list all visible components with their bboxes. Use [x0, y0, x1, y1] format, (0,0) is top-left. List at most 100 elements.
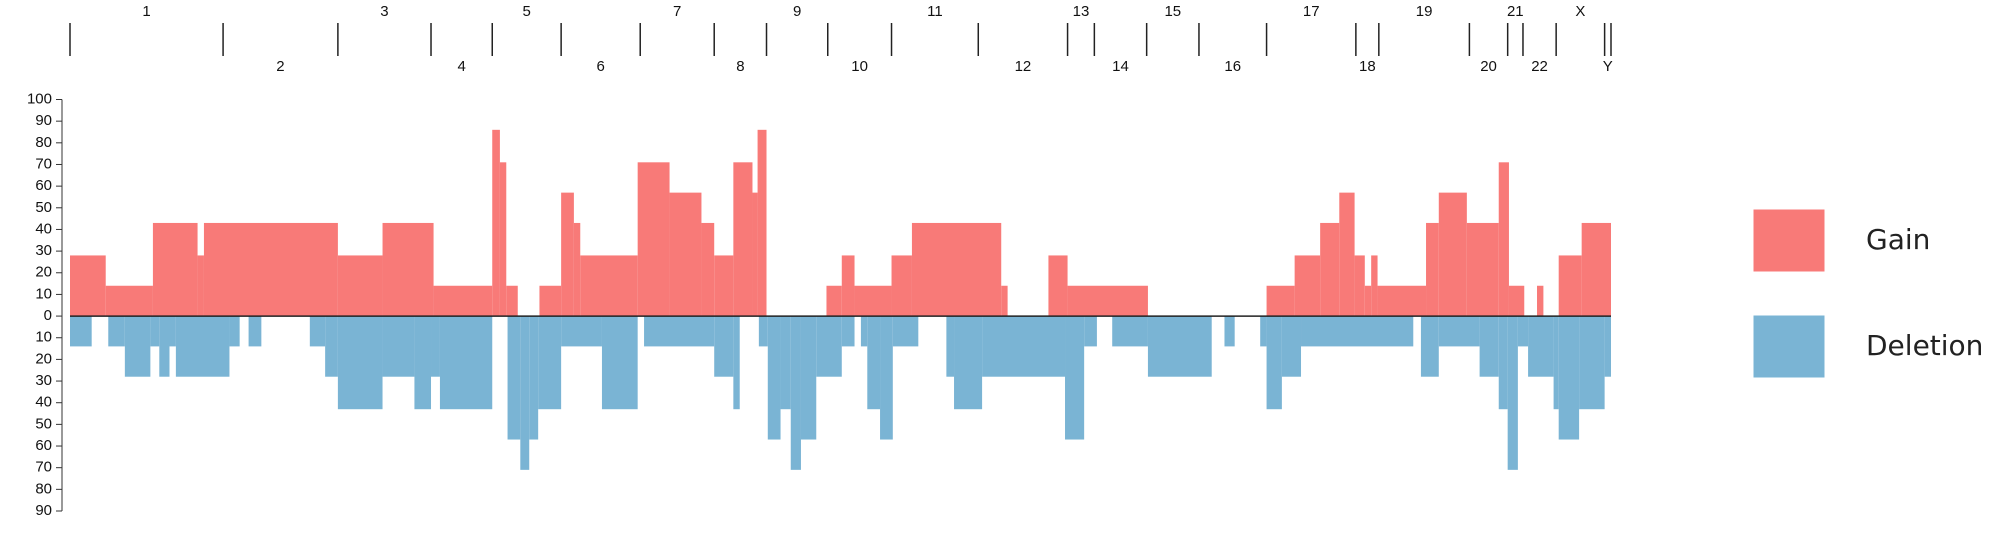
bar-segment	[325, 316, 338, 377]
bar-segment	[637, 162, 670, 317]
chromosome-label: 17	[1303, 3, 1320, 20]
bar-segment	[733, 162, 753, 317]
bar-segment	[1260, 316, 1267, 347]
y-tick-label: 60	[35, 177, 52, 194]
bar-segment	[1581, 222, 1611, 317]
bar-segment	[1301, 316, 1414, 347]
bar-segment	[1498, 316, 1508, 410]
bar-segment	[892, 316, 919, 347]
bar-segment	[124, 316, 151, 377]
bar-segment	[108, 316, 125, 347]
bar-segment	[1528, 316, 1554, 377]
bar-segment	[1281, 316, 1302, 377]
bar-segment	[1517, 316, 1529, 347]
bar-segment	[880, 316, 893, 440]
bar-segment	[337, 316, 383, 410]
chromosome-label: 2	[276, 58, 284, 75]
bar-segment	[561, 316, 602, 347]
bar-segment	[561, 192, 574, 317]
bar-segment	[414, 316, 432, 410]
y-tick-label: 80	[35, 134, 52, 151]
bar-segment	[701, 222, 715, 317]
chromosome-label: 16	[1224, 58, 1241, 75]
bar-segment	[669, 192, 702, 317]
chromosome-label: 10	[851, 58, 868, 75]
bar-segment	[248, 316, 262, 347]
bar-segment	[1553, 316, 1559, 410]
bar-segment	[714, 255, 734, 317]
bar-segment	[1067, 285, 1148, 317]
bar-segment	[891, 255, 912, 317]
bar-segment	[70, 316, 92, 347]
chromosome-label: 6	[597, 58, 605, 75]
bar-segment	[382, 222, 434, 317]
legend-swatch	[1753, 315, 1825, 378]
bar-segment	[529, 316, 539, 440]
y-tick-label: 80	[35, 480, 52, 497]
bar-segment	[573, 222, 581, 317]
bar-segment	[309, 316, 326, 347]
chromosome-label: 8	[736, 58, 744, 75]
chromosome-label: 15	[1164, 3, 1181, 20]
bar-segment	[752, 192, 758, 317]
bar-segment	[539, 285, 562, 317]
bar-segment	[601, 316, 638, 410]
bar-segment	[1112, 316, 1148, 347]
bar-segment	[1507, 316, 1518, 470]
bar-segment	[1266, 285, 1295, 317]
y-tick-label: 30	[35, 242, 52, 259]
bar-segment	[152, 222, 198, 317]
bar-segment	[175, 316, 230, 377]
bar-segment	[492, 129, 500, 317]
bar-segment	[439, 316, 493, 410]
chromosome-label: 5	[523, 3, 531, 20]
y-tick-label: 20	[35, 264, 52, 281]
chromosome-label: X	[1575, 3, 1585, 20]
y-tick-label: 30	[35, 372, 52, 389]
chromosome-label: 18	[1359, 58, 1376, 75]
y-tick-label: 70	[35, 459, 52, 476]
bar-segment	[1498, 162, 1509, 317]
bar-segment	[982, 316, 1066, 377]
chromosome-label: 4	[457, 58, 465, 75]
bar-segment	[757, 129, 767, 317]
bar-segment	[1084, 316, 1097, 347]
bar-segment	[499, 162, 507, 317]
y-tick-label: 90	[35, 502, 52, 519]
y-tick-label: 90	[35, 112, 52, 129]
bar-segment	[1266, 316, 1282, 410]
y-tick-label: 50	[35, 199, 52, 216]
bar-segment	[860, 316, 868, 347]
y-tick-label: 70	[35, 155, 52, 172]
bar-segment	[1466, 222, 1499, 317]
chromosome-label: 3	[380, 3, 388, 20]
bar-segment	[1508, 285, 1525, 317]
chromosome-label: 14	[1112, 58, 1129, 75]
y-tick-label: 0	[44, 307, 52, 324]
bar-segment	[1479, 316, 1499, 377]
y-tick-label: 10	[35, 285, 52, 302]
bar-segment	[1558, 255, 1582, 317]
bar-segment	[1147, 316, 1212, 377]
bar-segment	[946, 316, 955, 377]
bar-segment	[538, 316, 562, 410]
bar-segment	[1364, 285, 1372, 317]
y-tick-label: 10	[35, 329, 52, 346]
bar-segment	[911, 222, 1002, 317]
bar-segment	[644, 316, 715, 347]
bar-segment	[854, 285, 892, 317]
y-tick-label: 20	[35, 350, 52, 367]
bar-segment	[337, 255, 383, 317]
chromosome-label: 22	[1531, 58, 1548, 75]
bar-segment	[1537, 285, 1544, 317]
bar-segment	[1224, 316, 1235, 347]
legend-swatch	[1753, 209, 1825, 272]
chromosome-label: 19	[1416, 3, 1433, 20]
bar-segment	[382, 316, 415, 377]
bar-segment	[506, 285, 518, 317]
chromosome-label: 13	[1073, 3, 1090, 20]
bar-segment	[780, 316, 791, 410]
bar-segment	[1420, 316, 1439, 377]
bar-segment	[1579, 316, 1605, 410]
bar-segment	[1001, 285, 1008, 317]
